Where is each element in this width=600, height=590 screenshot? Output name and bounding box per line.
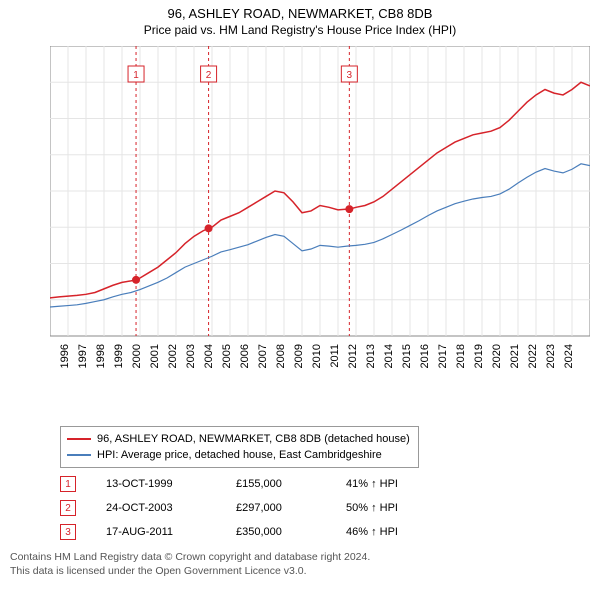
chart-legend: 96, ASHLEY ROAD, NEWMARKET, CB8 8DB (det… (60, 426, 419, 468)
x-axis-tick-label: 2020 (491, 344, 503, 368)
chart-subtitle: Price paid vs. HM Land Registry's House … (0, 23, 600, 37)
x-axis-tick-label: 2001 (149, 344, 161, 368)
x-axis-tick-label: 2023 (545, 344, 557, 368)
sale-marker-box: 3 (60, 524, 76, 540)
sale-row: 2 24-OCT-2003£297,00050% ↑ HPI (60, 496, 456, 520)
x-axis-tick-label: 2019 (473, 344, 485, 368)
x-axis-tick-label: 2008 (275, 344, 287, 368)
x-axis-tick-label: 1999 (113, 344, 125, 368)
x-axis-tick-label: 2015 (401, 344, 413, 368)
legend-swatch (67, 438, 91, 440)
x-axis-tick-label: 2000 (131, 344, 143, 368)
x-axis-tick-label: 1995 (50, 344, 53, 368)
chart-plot-area: £0£100K£200K£300K£400K£500K£600K£700K£80… (50, 46, 590, 376)
chart-svg: £0£100K£200K£300K£400K£500K£600K£700K£80… (50, 46, 590, 386)
attribution-line1: Contains HM Land Registry data © Crown c… (10, 550, 370, 564)
x-axis-tick-label: 2013 (365, 344, 377, 368)
sale-marker-1: 1 (133, 70, 139, 81)
chart-title-address: 96, ASHLEY ROAD, NEWMARKET, CB8 8DB (0, 6, 600, 21)
sale-hpi: 46% ↑ HPI (346, 526, 456, 538)
sale-price: £350,000 (236, 526, 346, 538)
chart-container: 96, ASHLEY ROAD, NEWMARKET, CB8 8DB Pric… (0, 0, 600, 590)
legend-item: HPI: Average price, detached house, East… (67, 447, 410, 463)
legend-label: 96, ASHLEY ROAD, NEWMARKET, CB8 8DB (det… (97, 431, 410, 447)
x-axis-tick-label: 2004 (203, 344, 215, 368)
x-axis-tick-label: 1996 (59, 344, 71, 368)
sale-marker-box: 2 (60, 500, 76, 516)
legend-label: HPI: Average price, detached house, East… (97, 447, 382, 463)
x-axis-tick-label: 2005 (221, 344, 233, 368)
x-axis-tick-label: 2022 (527, 344, 539, 368)
x-axis-tick-label: 2007 (257, 344, 269, 368)
sale-marker-3: 3 (347, 70, 353, 81)
x-axis-tick-label: 2017 (437, 344, 449, 368)
attribution-line2: This data is licensed under the Open Gov… (10, 564, 370, 578)
x-axis-tick-label: 2009 (293, 344, 305, 368)
sale-hpi: 41% ↑ HPI (346, 478, 456, 490)
x-axis-tick-label: 2021 (509, 344, 521, 368)
x-axis-tick-label: 2006 (239, 344, 251, 368)
x-axis-tick-label: 2011 (329, 344, 341, 368)
x-axis-tick-label: 2012 (347, 344, 359, 368)
sale-marker-2: 2 (206, 70, 212, 81)
sale-date: 13-OCT-1999 (106, 478, 236, 490)
sale-date: 17-AUG-2011 (106, 526, 236, 538)
attribution-text: Contains HM Land Registry data © Crown c… (10, 550, 370, 578)
x-axis-tick-label: 2010 (311, 344, 323, 368)
x-axis-tick-label: 1997 (77, 344, 89, 368)
x-axis-tick-label: 2002 (167, 344, 179, 368)
legend-swatch (67, 454, 91, 456)
sale-row: 1 13-OCT-1999£155,00041% ↑ HPI (60, 472, 456, 496)
sale-price: £297,000 (236, 502, 346, 514)
x-axis-tick-label: 2018 (455, 344, 467, 368)
x-axis-tick-label: 1998 (95, 344, 107, 368)
sale-row: 3 17-AUG-2011£350,00046% ↑ HPI (60, 520, 456, 544)
x-axis-tick-label: 2024 (563, 344, 575, 368)
legend-item: 96, ASHLEY ROAD, NEWMARKET, CB8 8DB (det… (67, 431, 410, 447)
sales-table: 1 13-OCT-1999£155,00041% ↑ HPI 2 24-OCT-200… (60, 472, 456, 544)
x-axis-tick-label: 2014 (383, 344, 395, 368)
sale-price: £155,000 (236, 478, 346, 490)
sale-date: 24-OCT-2003 (106, 502, 236, 514)
x-axis-tick-label: 2016 (419, 344, 431, 368)
sale-marker-box: 1 (60, 476, 76, 492)
sale-hpi: 50% ↑ HPI (346, 502, 456, 514)
title-block: 96, ASHLEY ROAD, NEWMARKET, CB8 8DB Pric… (0, 0, 600, 37)
x-axis-tick-label: 2003 (185, 344, 197, 368)
